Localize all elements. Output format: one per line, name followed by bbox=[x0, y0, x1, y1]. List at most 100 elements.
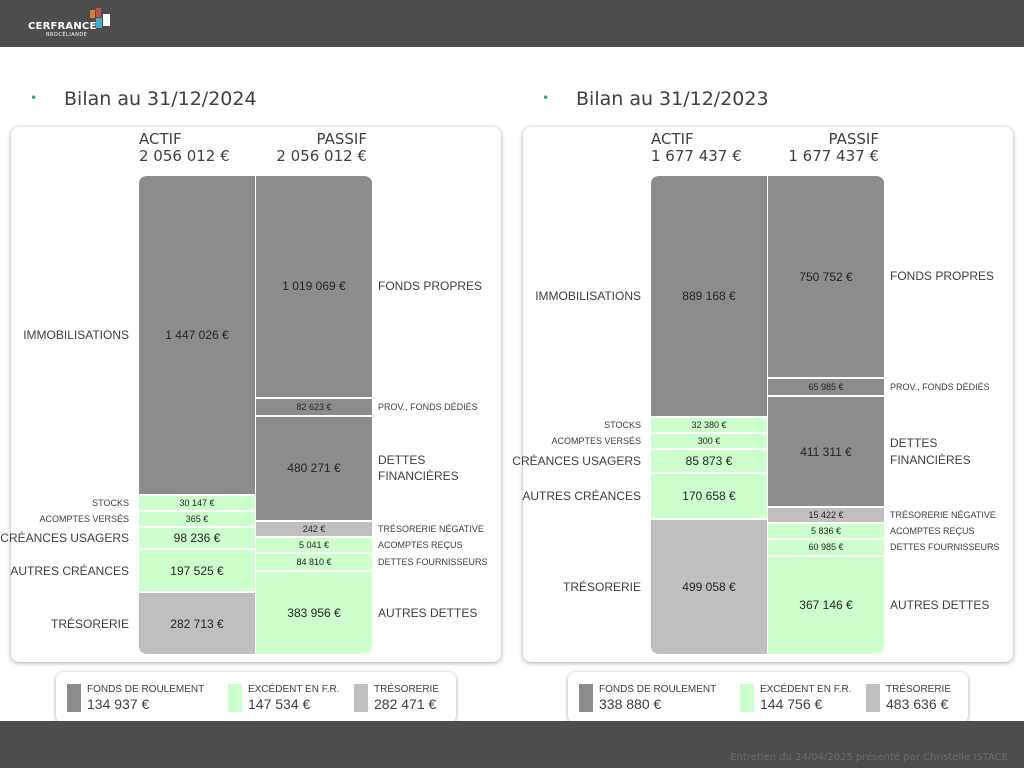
passif-value-prov-fonds-dedies: 82 623 € bbox=[296, 401, 332, 412]
balance-chart-2024: 1 447 026 € IMMOBILISATIONS 30 147 € STOCKS… bbox=[0, 127, 501, 662]
passif-bar-autres-dettes: 383 956 € bbox=[256, 571, 372, 655]
passif-bar-acomptes-recus: 5 041 € bbox=[256, 536, 372, 553]
actif-bar-autres-creances: 197 525 € bbox=[139, 548, 255, 593]
passif-label-dettes-financieres: DETTES FINANCIÈRES bbox=[378, 452, 459, 484]
passif-bar-acomptes-recus: 5 836 € bbox=[768, 523, 884, 540]
passif-label-dettes-fournisseurs: DETTES FOURNISSEURS bbox=[890, 542, 1000, 553]
actif-total: 1 677 437 € bbox=[651, 147, 742, 165]
legend-label: EXCÉDENT EN F.R. bbox=[248, 684, 340, 695]
actif-bar-tresorerie: 499 058 € bbox=[651, 519, 767, 655]
legend-swatch bbox=[740, 684, 754, 712]
actif-bar-creances-usagers: 98 236 € bbox=[139, 527, 255, 549]
passif-value-fonds-propres: 750 752 € bbox=[799, 269, 853, 284]
actif-bar-stocks: 30 147 € bbox=[139, 495, 255, 512]
passif-value-dettes-financieres: 480 271 € bbox=[287, 461, 341, 476]
actif-bar-stocks: 32 380 € bbox=[651, 417, 767, 434]
actif-bar-acomptes-verses: 365 € bbox=[139, 511, 255, 528]
passif-label-fonds-propres: FONDS PROPRES bbox=[378, 279, 483, 294]
actif-value-creances-usagers: 98 236 € bbox=[173, 530, 221, 545]
passif-value-tresorerie-negative: 242 € bbox=[302, 523, 326, 534]
legend-2023: FONDS DE ROULEMENT 338 880 € EXCÉDENT EN… bbox=[568, 672, 968, 724]
actif-value-immobilisations: 889 168 € bbox=[682, 289, 736, 304]
actif-label-autres-creances: AUTRES CRÉANCES bbox=[10, 563, 129, 578]
actif-value-acomptes-verses: 365 € bbox=[185, 514, 209, 525]
actif-label-creances-usagers: CRÉANCES USAGERS bbox=[512, 453, 641, 468]
passif-value-dettes-fournisseurs: 60 985 € bbox=[808, 542, 844, 553]
passif-bar-tresorerie-negative: 15 422 € bbox=[768, 507, 884, 524]
actif-label-creances-usagers: CRÉANCES USAGERS bbox=[0, 530, 129, 545]
actif-value-autres-creances: 170 658 € bbox=[682, 488, 736, 503]
legend-label: FONDS DE ROULEMENT bbox=[87, 684, 205, 695]
legend-label: TRÉSORERIE bbox=[886, 684, 952, 695]
passif-bar-fonds-propres: 750 752 € bbox=[768, 175, 884, 379]
legend-swatch bbox=[67, 684, 81, 712]
passif-total: 1 677 437 € bbox=[788, 147, 879, 165]
actif-value-tresorerie: 499 058 € bbox=[682, 580, 736, 595]
legend-swatch bbox=[228, 684, 242, 712]
passif-bar-prov-fonds-dedies: 82 623 € bbox=[256, 397, 372, 416]
chart-title-2024: Bilan au 31/12/2024 bbox=[64, 88, 257, 110]
passif-label-dettes-fournisseurs: DETTES FOURNISSEURS bbox=[378, 556, 488, 567]
passif-label: PASSIF bbox=[828, 130, 879, 148]
passif-label-dettes-financieres: DETTES FINANCIÈRES bbox=[890, 436, 971, 467]
passif-value-dettes-financieres: 411 311 € bbox=[800, 444, 852, 459]
actif-bar-creances-usagers: 85 873 € bbox=[651, 449, 767, 473]
logo-subtext: BROCÉLIANDE bbox=[46, 32, 88, 38]
logo-mark-icon bbox=[90, 8, 110, 28]
actif-label-tresorerie: TRÉSORERIE bbox=[50, 616, 129, 631]
passif-bar-dettes-fournisseurs: 60 985 € bbox=[768, 539, 884, 556]
passif-label-autres-dettes: AUTRES DETTES bbox=[378, 605, 478, 620]
passif-bar-prov-fonds-dedies: 65 985 € bbox=[768, 378, 884, 396]
actif-value-stocks: 30 147 € bbox=[179, 498, 215, 509]
top-bar: CERFRANCE BROCÉLIANDE bbox=[0, 0, 1024, 47]
actif-total: 2 056 012 € bbox=[139, 147, 230, 165]
passif-value-acomptes-recus: 5 836 € bbox=[810, 526, 842, 537]
legend-value: 144 756 € bbox=[760, 696, 823, 712]
passif-label-acomptes-recus: ACOMPTES REÇUS bbox=[378, 539, 463, 550]
passif-label: PASSIF bbox=[316, 130, 367, 148]
legend-value: 147 534 € bbox=[248, 696, 311, 712]
passif-total: 2 056 012 € bbox=[276, 147, 367, 165]
passif-value-acomptes-recus: 5 041 € bbox=[298, 539, 330, 550]
bullet-icon: • bbox=[30, 91, 38, 105]
passif-value-fonds-propres: 1 019 069 € bbox=[282, 279, 346, 294]
passif-bar-autres-dettes: 367 146 € bbox=[768, 555, 884, 655]
chart-title-2023: Bilan au 31/12/2023 bbox=[576, 88, 769, 110]
actif-value-tresorerie: 282 713 € bbox=[170, 616, 224, 631]
passif-label-fonds-propres: FONDS PROPRES bbox=[890, 269, 995, 284]
footer-text: Entretien du 24/04/2025 présenté par Chr… bbox=[730, 752, 1008, 763]
passif-value-dettes-fournisseurs: 84 810 € bbox=[296, 556, 332, 567]
passif-bar-tresorerie-negative: 242 € bbox=[256, 520, 372, 537]
passif-bar-fonds-propres: 1 019 069 € bbox=[256, 175, 372, 398]
actif-label: ACTIF bbox=[651, 130, 694, 148]
actif-value-stocks: 32 380 € bbox=[691, 420, 727, 431]
actif-label-immobilisations: IMMOBILISATIONS bbox=[535, 288, 641, 303]
actif-label-stocks: STOCKS bbox=[92, 497, 129, 508]
legend-label: FONDS DE ROULEMENT bbox=[599, 684, 717, 695]
passif-label-tresorerie-negative: TRÉSORERIE NÉGATIVE bbox=[378, 523, 484, 534]
passif-label-acomptes-recus: ACOMPTES REÇUS bbox=[890, 526, 975, 537]
legend-swatch bbox=[354, 684, 368, 712]
passif-label-prov-fonds-dedies: PROV., FONDS DÉDIÉS bbox=[890, 381, 990, 392]
passif-value-autres-dettes: 383 956 € bbox=[287, 606, 341, 621]
legend-value: 134 937 € bbox=[87, 696, 150, 712]
bottom-bar: Entretien du 24/04/2025 présenté par Chr… bbox=[0, 721, 1024, 768]
actif-value-immobilisations: 1 447 026 € bbox=[165, 328, 229, 343]
legend-swatch bbox=[579, 684, 593, 712]
passif-value-tresorerie-negative: 15 422 € bbox=[808, 510, 844, 521]
legend-label: EXCÉDENT EN F.R. bbox=[760, 684, 852, 695]
passif-label-prov-fonds-dedies: PROV., FONDS DÉDIÉS bbox=[378, 401, 478, 412]
actif-label-immobilisations: IMMOBILISATIONS bbox=[23, 327, 129, 342]
legend-value: 282 471 € bbox=[374, 696, 437, 712]
legend-value: 338 880 € bbox=[599, 696, 662, 712]
passif-bar-dettes-fournisseurs: 84 810 € bbox=[256, 552, 372, 572]
actif-value-creances-usagers: 85 873 € bbox=[685, 453, 733, 468]
passif-bar-dettes-financieres: 411 311 € bbox=[768, 395, 884, 508]
legend-2024: FONDS DE ROULEMENT 134 937 € EXCÉDENT EN… bbox=[56, 672, 456, 724]
actif-bar-immobilisations: 1 447 026 € bbox=[139, 175, 255, 496]
actif-value-acomptes-verses: 300 € bbox=[697, 436, 721, 447]
actif-label: ACTIF bbox=[139, 130, 182, 148]
passif-label-tresorerie-negative: TRÉSORERIE NÉGATIVE bbox=[890, 510, 996, 521]
bullet-icon: • bbox=[542, 91, 550, 105]
